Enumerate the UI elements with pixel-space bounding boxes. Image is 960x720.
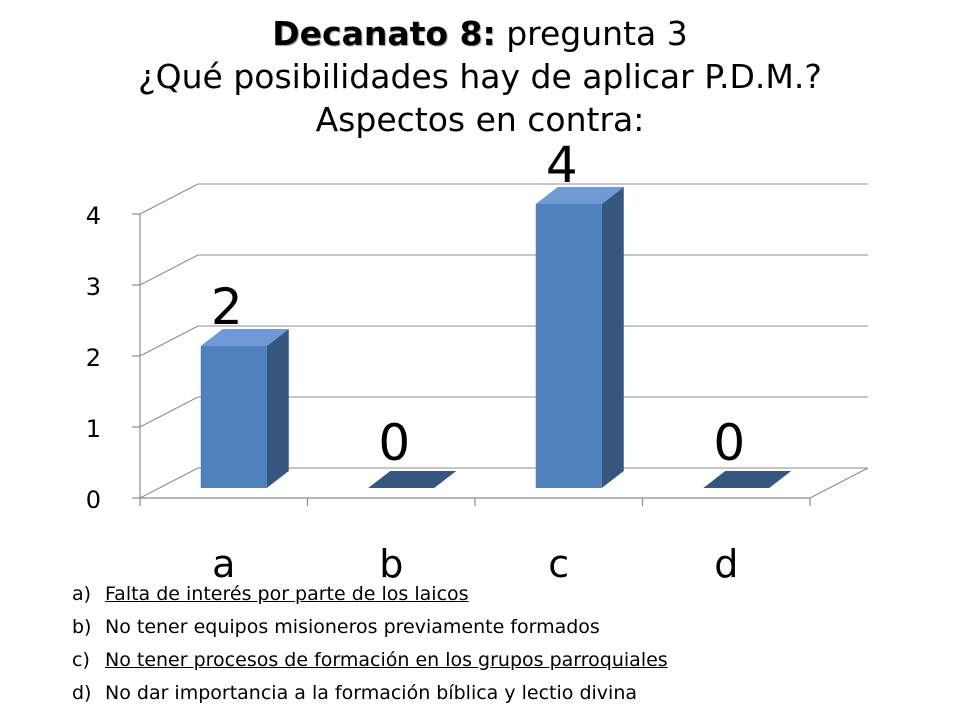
- chart-labels: 2 a 0 b 4 c 0 d: [211, 136, 745, 586]
- gridline-side: [139, 396, 199, 428]
- y-tick-label: 4: [86, 202, 101, 230]
- bar-front: [200, 346, 267, 488]
- data-label: 0: [378, 414, 410, 472]
- legend-text: No dar importancia a la formación bíblic…: [105, 682, 637, 704]
- title-line-2: ¿Qué posibilidades hay de aplicar P.D.M.…: [138, 57, 822, 96]
- legend-item: d) No dar importancia a la formación bíbl…: [72, 677, 932, 710]
- data-label: 0: [713, 414, 745, 472]
- title-line-3: Aspectos en contra:: [315, 100, 645, 139]
- chart-axes: 0 1 2 3 4: [86, 202, 811, 514]
- y-tick-label: 3: [86, 273, 101, 301]
- gridline-side: [139, 467, 199, 499]
- gridline-side: [139, 325, 199, 357]
- bar-top: [368, 471, 457, 488]
- bar: [200, 329, 289, 488]
- x-tick-label: a: [212, 542, 235, 586]
- legend-marker: a): [72, 583, 92, 605]
- bar-top: [703, 471, 792, 488]
- x-tick-label: c: [548, 542, 569, 586]
- y-tick-label: 1: [86, 415, 101, 443]
- legend-item: b) No tener equipos misioneros previament…: [72, 611, 932, 644]
- bar-side: [601, 187, 624, 488]
- legend-text: Falta de interés por parte de los laicos: [105, 583, 469, 605]
- gridline-side: [139, 183, 199, 215]
- x-tick-label: b: [379, 542, 403, 586]
- title-rest: pregunta 3: [495, 14, 688, 53]
- title-line-1: Decanato 8: pregunta 3: [0, 12, 960, 55]
- legend-marker: c): [72, 649, 90, 671]
- title-bold: Decanato 8:: [272, 14, 496, 53]
- bar-side: [266, 329, 289, 488]
- y-tick-label: 2: [86, 344, 101, 372]
- legend-marker: b): [72, 616, 92, 638]
- legend-item: c) No tener procesos de formación en los …: [72, 644, 932, 677]
- gridline-side: [139, 254, 199, 286]
- chart-walls: [139, 183, 869, 499]
- legend-item: a) Falta de interés por parte de los laic…: [72, 578, 932, 611]
- legend-text: No tener equipos misioneros previamente …: [105, 616, 600, 638]
- bar-top: [200, 329, 289, 346]
- chart-bars: [200, 187, 792, 488]
- data-label: 4: [546, 136, 578, 194]
- bar-front: [535, 204, 602, 488]
- y-tick-label: 0: [86, 486, 101, 514]
- data-label: 2: [211, 278, 243, 336]
- category-legend: a) Falta de interés por parte de los laic…: [72, 578, 932, 710]
- bar: [535, 187, 624, 488]
- bar: [368, 471, 457, 488]
- chart-title: Decanato 8: pregunta 3 ¿Qué posibilidade…: [0, 12, 960, 141]
- legend-marker: d): [72, 682, 92, 704]
- floor-edge: [809, 467, 869, 499]
- bar-top: [535, 187, 624, 204]
- bar: [703, 471, 792, 488]
- legend-text: No tener procesos de formación en los gr…: [105, 649, 668, 671]
- x-tick-label: d: [714, 542, 738, 586]
